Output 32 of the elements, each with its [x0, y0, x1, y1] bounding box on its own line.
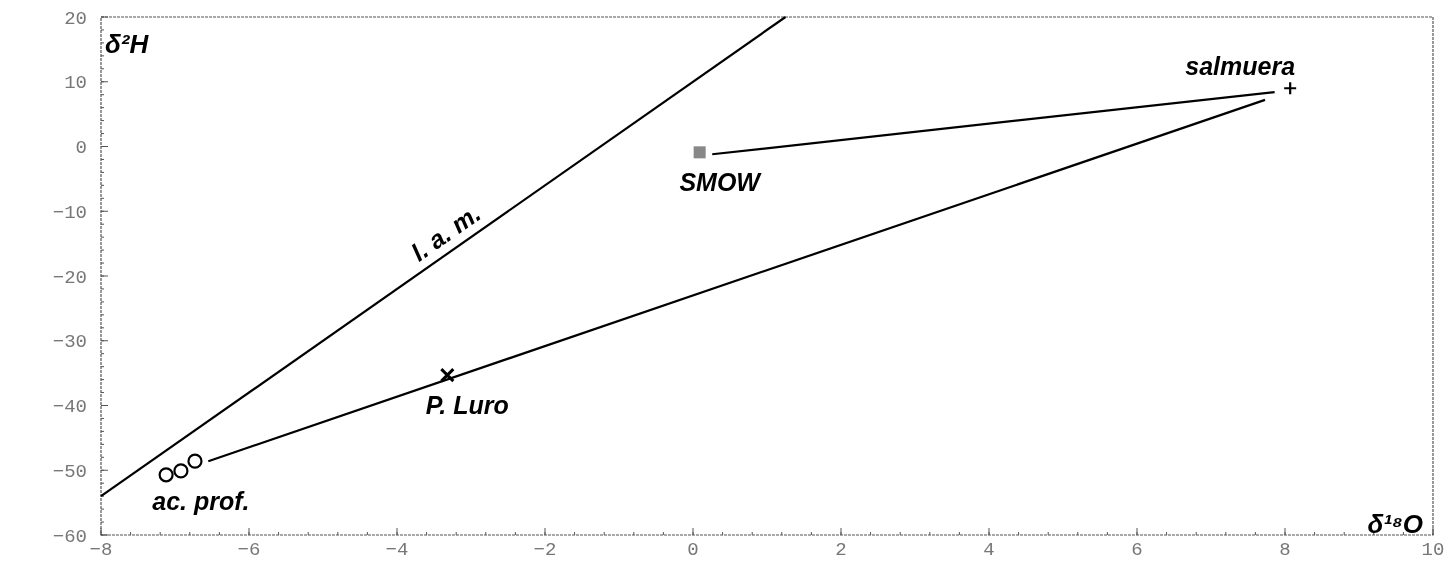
x-tick-label: 4	[983, 539, 995, 561]
x-tick-label: 6	[1131, 539, 1143, 561]
x-tick-label: −2	[533, 539, 557, 561]
y-tick-label: −60	[52, 525, 87, 548]
annotation: salmuera	[1185, 51, 1296, 80]
y-tick-label: −40	[52, 396, 87, 419]
annotation: P. Luro	[425, 390, 509, 419]
y-axis-title: δ²H	[105, 29, 150, 59]
point	[439, 367, 455, 383]
x-tick-label: 10	[1421, 539, 1445, 561]
point	[173, 463, 189, 479]
x-tick-label: 2	[835, 539, 847, 561]
x-tick-label: 8	[1279, 539, 1291, 561]
y-tick-label: 10	[64, 72, 87, 95]
point	[1283, 81, 1298, 96]
y-tick-label: −20	[52, 266, 87, 289]
y-tick-label: −10	[52, 201, 87, 224]
point	[187, 453, 203, 469]
x-tick-label: −4	[385, 539, 409, 561]
y-tick-label: −50	[52, 460, 87, 483]
y-tick-label: −30	[52, 331, 87, 354]
annotation: ac. prof.	[152, 486, 250, 515]
point	[158, 467, 174, 483]
point	[693, 146, 706, 159]
x-tick-label: −6	[237, 539, 261, 561]
x-axis-title: δ¹⁸O	[1367, 509, 1423, 539]
x-tick-label: −8	[89, 539, 113, 561]
y-tick-label: 0	[75, 137, 87, 160]
x-tick-label: 0	[687, 539, 699, 561]
y-tick-label: 20	[64, 7, 87, 30]
annotation: l. a. m.	[405, 198, 486, 267]
annotation: SMOW	[679, 168, 763, 197]
